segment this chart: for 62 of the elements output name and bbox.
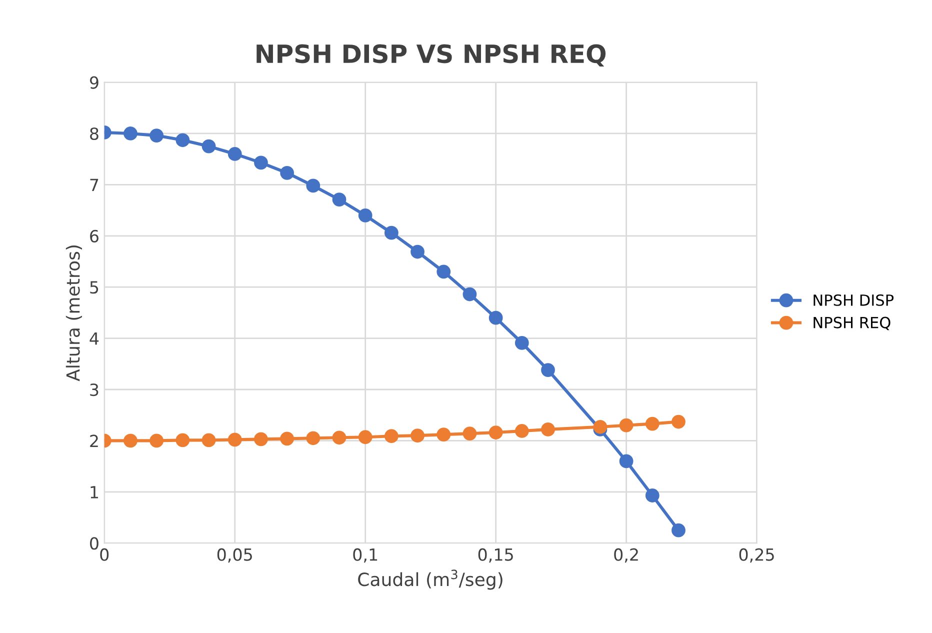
point bbox=[384, 429, 398, 444]
x-tick-label: 0,1 bbox=[353, 548, 378, 563]
point bbox=[254, 156, 268, 170]
point bbox=[436, 428, 451, 442]
point bbox=[228, 432, 242, 447]
point bbox=[150, 128, 164, 142]
point bbox=[462, 287, 477, 302]
point bbox=[645, 488, 660, 502]
point bbox=[176, 433, 190, 448]
legend-label: NPSH DISP bbox=[814, 294, 894, 306]
y-tick-label: 1 bbox=[90, 486, 98, 498]
chart-title: NPSH DISP VS NPSH REQ bbox=[256, 44, 606, 66]
y-tick-label: 4 bbox=[90, 332, 99, 345]
point bbox=[176, 133, 190, 148]
point bbox=[672, 523, 686, 538]
point bbox=[436, 264, 451, 279]
point bbox=[514, 336, 529, 350]
y-tick-label: 6 bbox=[90, 230, 98, 242]
y-tick-label: 2 bbox=[90, 434, 98, 448]
point bbox=[332, 430, 346, 445]
point bbox=[541, 422, 555, 436]
x-tick-label: 0,05 bbox=[217, 548, 252, 563]
y-tick-label: 9 bbox=[90, 76, 98, 89]
x-tick-label: 0,2 bbox=[614, 548, 638, 563]
point bbox=[410, 244, 424, 259]
point bbox=[462, 426, 477, 440]
y-axis-title: Altura (metros) bbox=[66, 246, 82, 382]
point bbox=[645, 416, 660, 431]
point bbox=[306, 431, 320, 446]
point bbox=[358, 430, 372, 444]
point bbox=[306, 178, 320, 193]
point bbox=[541, 363, 555, 377]
y-tick-label: 0 bbox=[90, 537, 98, 550]
point bbox=[488, 426, 503, 440]
point bbox=[619, 454, 634, 468]
x-tick-label: 0 bbox=[100, 548, 109, 561]
point bbox=[488, 310, 503, 325]
y-tick-label: 8 bbox=[90, 127, 98, 140]
x-axis-title: Caudal (m$^{3}$/seg) bbox=[358, 570, 502, 590]
point bbox=[228, 147, 242, 161]
point bbox=[202, 139, 216, 154]
point bbox=[619, 418, 634, 432]
point bbox=[150, 434, 164, 448]
point bbox=[593, 420, 608, 434]
x-tick-label: 0,15 bbox=[478, 548, 513, 563]
point bbox=[280, 432, 294, 446]
y-tick-label: 5 bbox=[90, 281, 98, 294]
point bbox=[410, 428, 424, 443]
point bbox=[672, 414, 686, 429]
legend-label: NPSH REQ bbox=[814, 316, 890, 330]
point bbox=[384, 226, 398, 240]
x-tick-label: 0,25 bbox=[739, 548, 774, 563]
point bbox=[254, 432, 268, 446]
point bbox=[124, 434, 138, 448]
y-tick-label: 7 bbox=[90, 178, 98, 192]
point bbox=[358, 208, 372, 222]
point bbox=[332, 192, 346, 206]
point bbox=[280, 166, 294, 180]
point bbox=[124, 126, 138, 140]
point bbox=[202, 433, 216, 448]
y-tick-label: 3 bbox=[90, 383, 98, 396]
point bbox=[514, 424, 529, 438]
